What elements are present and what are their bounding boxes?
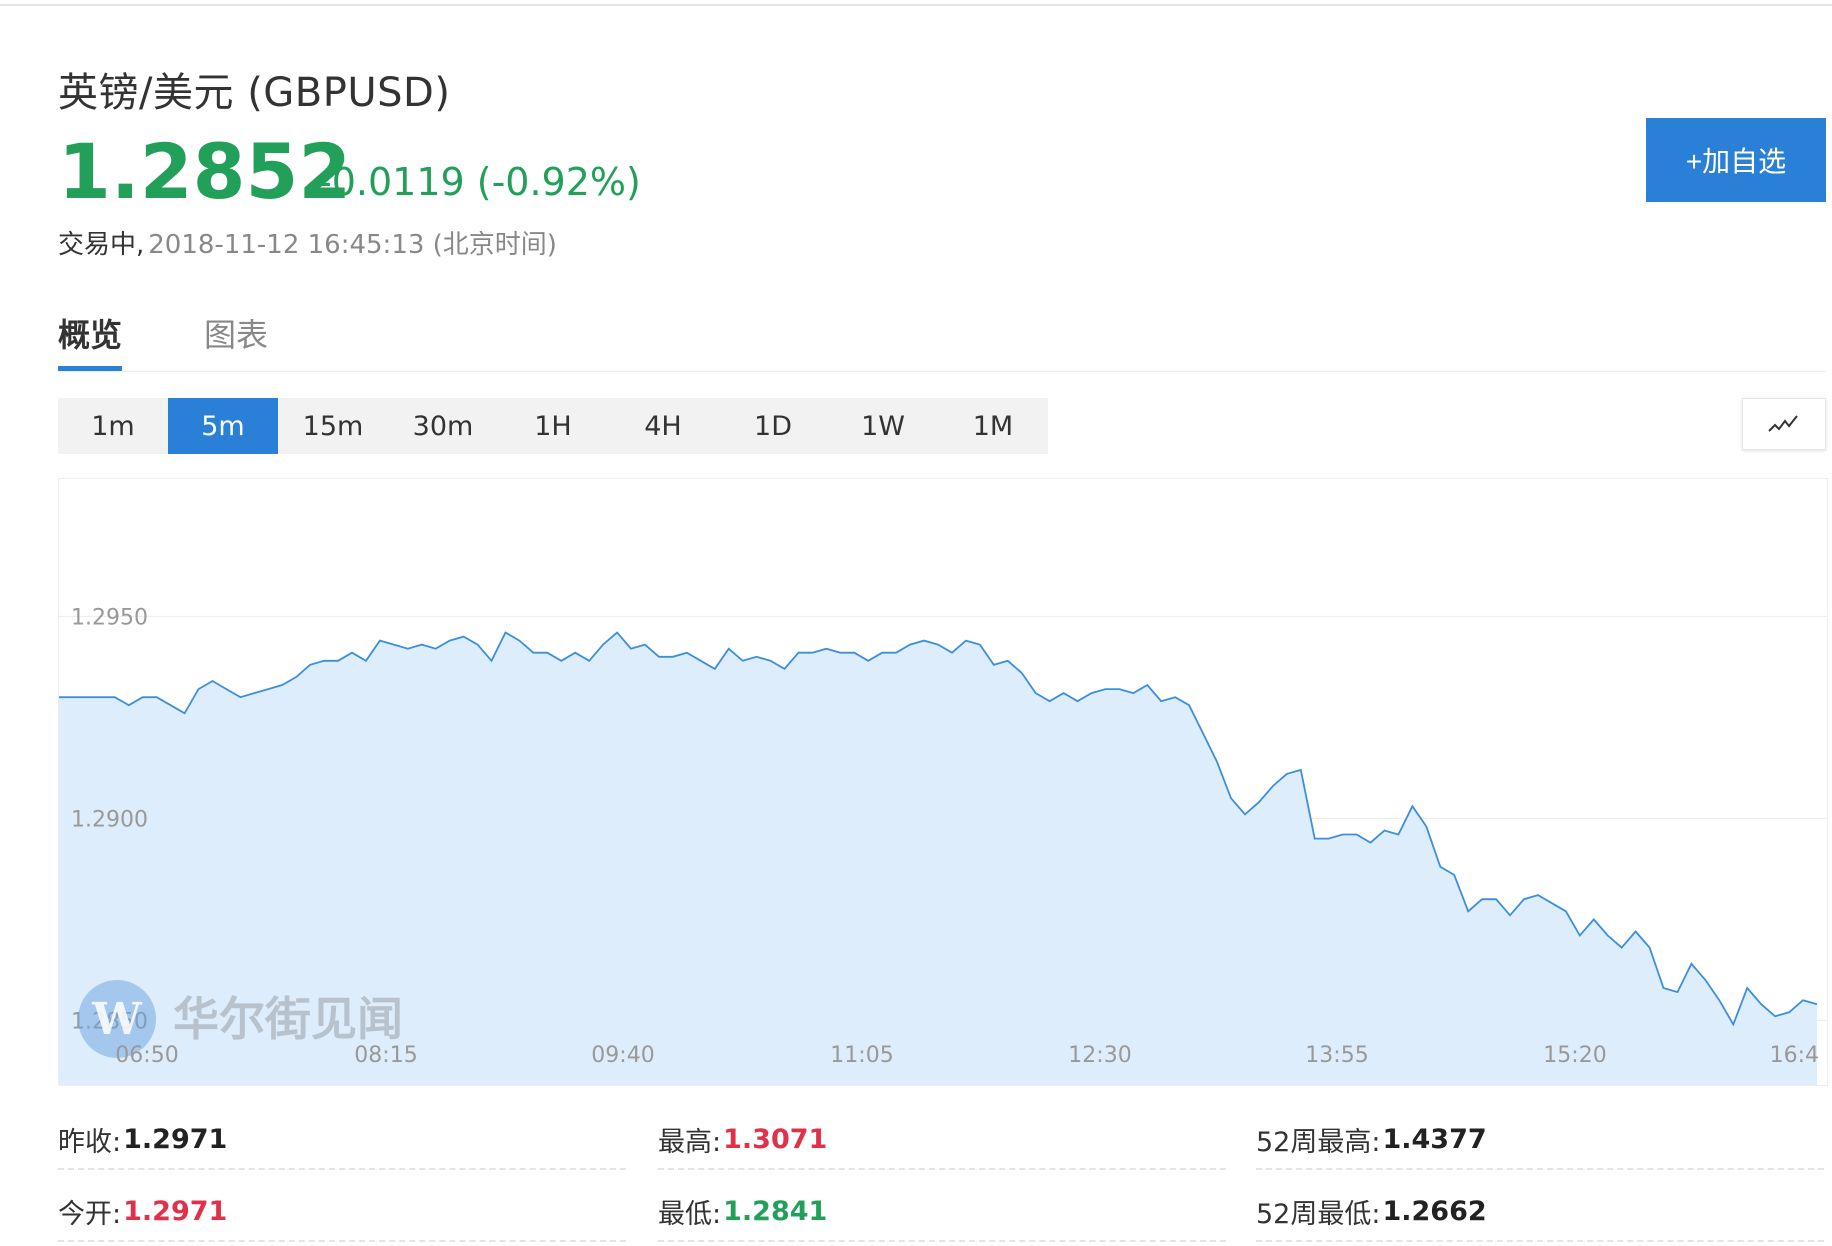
period-5m[interactable]: 5m — [168, 398, 278, 454]
stat-value: 1.2971 — [123, 1123, 228, 1155]
period-1m[interactable]: 1m — [91, 410, 135, 442]
stat-label: 昨收: — [58, 1126, 122, 1158]
watermark-logo: W 华尔街见闻 — [78, 980, 403, 1058]
add-to-watchlist-button[interactable]: +加自选 — [1646, 118, 1826, 202]
stat-label: 52周最低: — [1256, 1198, 1381, 1230]
stat-value: 1.2971 — [123, 1195, 228, 1227]
stat-52w-low: 52周最低: 1.2662 — [1256, 1182, 1824, 1242]
period-1h[interactable]: 1H — [534, 410, 572, 442]
stat-prev-close: 昨收: 1.2971 — [58, 1110, 626, 1170]
period-1d[interactable]: 1D — [754, 410, 792, 442]
tab-bar: 概览 图表 — [58, 300, 1826, 372]
stat-open: 今开: 1.2971 — [58, 1182, 626, 1242]
last-price: 1.2852 — [58, 127, 352, 216]
svg-text:W: W — [91, 994, 142, 1045]
stat-52w-high: 52周最高: 1.4377 — [1256, 1110, 1824, 1170]
chart-type-toggle-button[interactable] — [1742, 398, 1826, 450]
page-title: 英镑/美元 (GBPUSD) — [58, 70, 451, 116]
y-tick-label: 1.2950 — [71, 605, 148, 630]
stat-value: 1.2841 — [723, 1195, 828, 1227]
x-tick-label: 09:40 — [591, 1043, 654, 1068]
stat-label: 今开: — [58, 1198, 122, 1230]
stat-low: 最低: 1.2841 — [658, 1182, 1226, 1242]
x-tick-label: 12:30 — [1068, 1043, 1131, 1068]
stat-value: 1.4377 — [1382, 1123, 1487, 1155]
tab-chart[interactable]: 图表 — [204, 316, 269, 354]
period-30m[interactable]: 30m — [412, 410, 474, 442]
price-line — [59, 631, 1818, 1027]
stat-label: 最高: — [658, 1126, 722, 1158]
x-tick-label: 15:20 — [1543, 1043, 1606, 1068]
stat-high: 最高: 1.3071 — [658, 1110, 1226, 1170]
line-chart-icon — [1768, 415, 1798, 432]
period-1mo[interactable]: 1M — [972, 410, 1014, 442]
period-selector: 1m 5m 15m 30m 1H 4H 1D 1W 1M — [58, 398, 1048, 454]
x-tick-label: 11:05 — [830, 1043, 893, 1068]
stat-value: 1.3071 — [723, 1123, 828, 1155]
trade-status-label: 交易中, — [58, 230, 145, 260]
stat-label: 52周最高: — [1256, 1126, 1381, 1158]
period-15m[interactable]: 15m — [302, 410, 364, 442]
stat-label: 最低: — [658, 1198, 722, 1230]
trade-status: 交易中, 2018-11-12 16:45:13 (北京时间) — [58, 224, 557, 261]
x-tick-label: 06:50 — [115, 1043, 178, 1068]
price-area-fill — [59, 632, 1817, 1085]
x-tick-label: 16:4 — [1770, 1043, 1819, 1068]
x-tick-label: 08:15 — [354, 1043, 417, 1068]
price-change: -0.0119 (-0.92%) — [318, 160, 641, 204]
quote-timestamp: 2018-11-12 16:45:13 (北京时间) — [148, 230, 557, 260]
period-1w[interactable]: 1W — [861, 410, 905, 442]
active-tab-indicator — [58, 366, 122, 371]
top-divider — [0, 4, 1832, 6]
y-tick-label: 1.2900 — [71, 807, 148, 832]
stat-value: 1.2662 — [1382, 1195, 1487, 1227]
svg-text:华尔街见闻: 华尔街见闻 — [173, 992, 403, 1046]
tab-overview[interactable]: 概览 — [58, 316, 123, 354]
x-tick-label: 13:55 — [1305, 1043, 1368, 1068]
period-4h[interactable]: 4H — [644, 410, 682, 442]
